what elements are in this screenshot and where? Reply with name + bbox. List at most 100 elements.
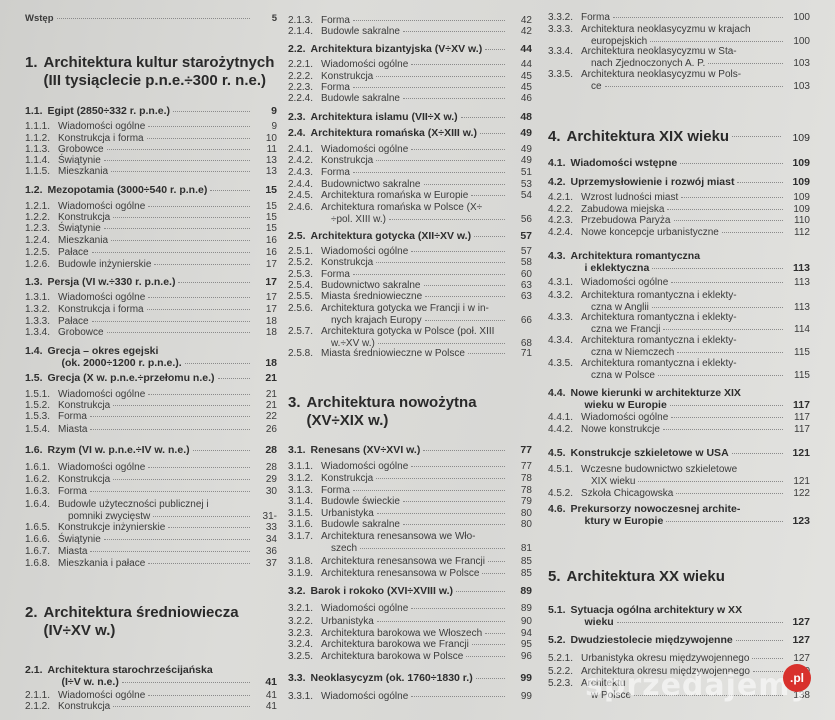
toc-entry: 5.1. Sytuacja ogólna architektury w XX wie… xyxy=(548,604,810,628)
entry-title: Architektura barokowa we Włoszech xyxy=(321,628,483,640)
dot-leader xyxy=(651,306,783,308)
entry-title: Architektura romantyczna i eklekty- xyxy=(581,335,737,347)
dot-leader xyxy=(388,218,505,220)
section-number: 3.3.2. xyxy=(548,12,574,24)
entry-title: Architektura XX wieku xyxy=(566,568,725,585)
toc-entry: 3.1.3. Forma 78 xyxy=(288,485,532,497)
chapter-heading: 4. Architektura XIX wieku 109 xyxy=(548,128,810,147)
dot-leader xyxy=(456,591,505,592)
entry-title: Architektura renesansowa we Francji xyxy=(321,556,485,568)
section-number: 5.1. xyxy=(548,604,566,616)
entry-title: Wiadomości ogólne xyxy=(581,277,669,289)
section-number: 5. xyxy=(548,568,561,585)
section-number: 2.1.1. xyxy=(25,690,51,702)
entry-title: Wiadomości ogólne xyxy=(321,59,409,71)
section-number: 2.5.7. xyxy=(288,326,314,338)
toc-entry: 1.1. Egipt (2850÷332 r. p.n.e.) 9 xyxy=(25,105,277,117)
section-number: 1.1.2. xyxy=(25,133,51,145)
page-number: 113 xyxy=(794,301,810,313)
page-number: 109 xyxy=(792,176,810,188)
toc-entry: 4.6. Prekursorzy nowoczesnej archite-ktur… xyxy=(548,503,810,527)
page-number: 95 xyxy=(520,639,532,651)
toc-entry: 1.2.4. Mieszkania 16 xyxy=(25,235,277,247)
entry-title: czna we Francji xyxy=(591,323,661,335)
entry-title: Budowle sakralne xyxy=(321,93,400,105)
entry-title: Wiadomości ogólne xyxy=(58,462,146,474)
toc-entry: 1.2. Mezopotamia (3000÷540 r. p.n.e) 15 xyxy=(25,184,277,196)
dot-leader xyxy=(146,309,250,311)
toc-entry: 1.2.5. Pałace 16 xyxy=(25,247,277,259)
toc-entry: 1.2.6. Budowle inżynierskie 17 xyxy=(25,259,277,271)
entry-title: Świątynie xyxy=(58,155,101,167)
page-number: 10 xyxy=(265,133,277,145)
page-number: 54 xyxy=(520,190,532,202)
toc-entry: 4.3. Architektura romantyczna i eklektyczn… xyxy=(548,250,810,274)
dot-leader xyxy=(90,551,250,553)
page-number: 109 xyxy=(793,192,810,204)
section-number: 3. xyxy=(288,394,301,411)
page-number: 17 xyxy=(265,292,277,304)
dot-leader xyxy=(173,111,250,112)
entry-title: Budownictwo sakralne xyxy=(321,179,421,191)
toc-entry: 3.1.1. Wiadomości ogólne 77 xyxy=(288,461,532,473)
page-number: 66 xyxy=(520,314,532,326)
page-number: 13 xyxy=(265,155,277,167)
page-number: 78 xyxy=(520,473,532,485)
dot-leader xyxy=(352,20,505,22)
entry-title: Świątynie xyxy=(58,223,101,235)
entry-title: Zabudowa miejska xyxy=(581,204,665,216)
dot-leader xyxy=(148,563,250,565)
page-number: 109 xyxy=(793,204,810,216)
page-number: 127 xyxy=(792,616,810,628)
page-number: 113 xyxy=(793,262,810,274)
page-number: 49 xyxy=(520,155,532,167)
page-number: 37 xyxy=(265,558,277,570)
toc-entry: 2.4.3. Forma 51 xyxy=(288,167,532,179)
page-number: 80 xyxy=(520,519,532,531)
section-number: 2.5.8. xyxy=(288,348,314,360)
section-number: 4.2.3. xyxy=(548,215,574,227)
entry-title: Architektura gotycka w Polsce (poł. XIII xyxy=(321,326,495,338)
entry-title: Miasta średniowieczne xyxy=(321,291,423,303)
section-number: 1.6.3. xyxy=(25,486,51,498)
section-number: 2.5.6. xyxy=(288,303,314,315)
section-number: 1.5.2. xyxy=(25,400,51,412)
page-number: 15 xyxy=(265,212,277,224)
entry-title: Urbanistyka xyxy=(321,508,374,520)
dot-leader xyxy=(471,195,505,197)
entry-title: Konstrukcja xyxy=(321,473,374,485)
section-number: 3.1.2. xyxy=(288,473,314,485)
entry-title: w.÷XV w.) xyxy=(331,337,375,349)
page-number: 112 xyxy=(794,227,810,239)
entry-title: szech xyxy=(331,542,358,554)
entry-title: wieku xyxy=(584,616,614,628)
chapter-heading: 3. Architektura nowożytna (XV÷XIX w.) xyxy=(288,394,532,430)
entry-title: Architektura romantyczna i eklekty- xyxy=(581,358,737,370)
page-number: 58 xyxy=(520,257,532,269)
section-number: 1.6.6. xyxy=(25,534,51,546)
toc-entry: 3.3.3. Architektura neoklasycyzmu w kraja… xyxy=(548,24,810,47)
dot-leader xyxy=(376,513,505,515)
section-number: 1.6.2. xyxy=(25,474,51,486)
entry-title: Architektura neoklasycyzmu w krajach xyxy=(581,24,751,36)
toc-entry: 4.3.1. Wiadomości ogólne 113 xyxy=(548,277,810,289)
page-number: 94 xyxy=(520,628,532,640)
section-number: 4.3.4. xyxy=(548,335,574,347)
page-number: 22 xyxy=(265,411,277,423)
dot-leader xyxy=(184,363,250,364)
dot-leader xyxy=(121,682,250,683)
page-number: 26 xyxy=(265,424,277,436)
toc-entry: 1.6.3. Forma 30 xyxy=(25,486,277,498)
entry-title: europejskich xyxy=(591,35,648,47)
section-number: 2.2.1. xyxy=(288,59,314,71)
page-number: 63 xyxy=(520,280,532,292)
toc-entry: 1.6. Rzym (VI w. p.n.e.÷IV w. n.e.) 28 xyxy=(25,444,277,456)
page-number: 46 xyxy=(520,93,532,105)
section-number: 1.6.8. xyxy=(25,558,51,570)
dot-leader xyxy=(90,429,250,431)
page-number: 115 xyxy=(794,369,810,381)
toc-entry: 1.2.1. Wiadomości ogólne 15 xyxy=(25,201,277,213)
entry-title: ce xyxy=(591,80,602,92)
entry-title: Wiadomości ogólne xyxy=(58,690,146,702)
entry-title: Szkoła Chicagowska xyxy=(581,488,674,500)
